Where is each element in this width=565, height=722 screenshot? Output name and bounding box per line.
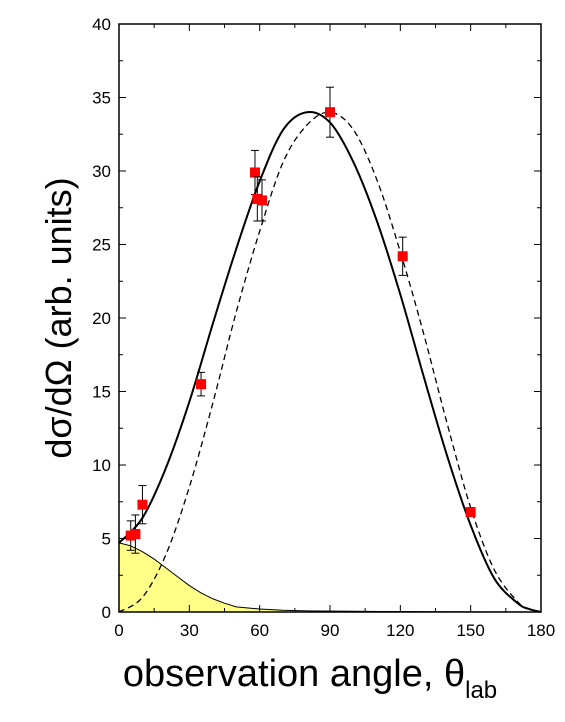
data-point-6 — [257, 179, 268, 222]
x-axis-title-main: observation angle, θ — [123, 653, 465, 695]
y-tick-label: 5 — [102, 530, 111, 549]
x-axis-title-subscript: lab — [465, 677, 497, 704]
x-tick-label: 150 — [456, 621, 484, 640]
y-tick-label: 0 — [102, 603, 111, 622]
data-point-4 — [249, 149, 260, 196]
y-tick-label: 35 — [92, 89, 111, 108]
data-marker — [130, 529, 141, 540]
area-layer — [118, 542, 542, 613]
dashed-curve — [118, 111, 542, 613]
data-point-1 — [130, 514, 141, 554]
data-marker — [196, 379, 207, 390]
yellow-area-fill — [119, 542, 541, 612]
solid-curve — [118, 110, 542, 613]
data-point-8 — [397, 236, 408, 276]
data-point-9 — [465, 507, 476, 518]
x-tick-label: 0 — [114, 621, 123, 640]
ticks-layer: 0 30 60 90 120 150 180 0 5 10 15 20 25 30 35 40 — [92, 15, 555, 640]
y-tick-label: 20 — [92, 309, 111, 328]
data-point-7 — [325, 86, 335, 138]
data-marker — [137, 499, 148, 510]
y-tick-label: 25 — [92, 236, 111, 255]
x-tick-label: 120 — [386, 621, 414, 640]
lines-layer — [118, 110, 542, 613]
data-marker — [465, 507, 476, 518]
y-tick-label: 40 — [92, 15, 111, 34]
y-tick-label: 30 — [92, 162, 111, 181]
x-tick-label: 90 — [321, 621, 340, 640]
data-marker — [325, 107, 335, 118]
y-tick-label: 15 — [92, 383, 111, 402]
x-tick-label: 30 — [180, 621, 199, 640]
x-tick-label: 180 — [527, 621, 555, 640]
x-tick-label: 60 — [250, 621, 269, 640]
data-point-2 — [137, 485, 148, 525]
data-marker — [249, 167, 260, 178]
data-marker — [257, 195, 268, 206]
data-marker — [397, 251, 408, 262]
points-layer — [125, 86, 476, 554]
x-axis-title: observation angle, θlab — [123, 653, 497, 704]
y-tick-label: 10 — [92, 456, 111, 475]
y-axis-title: dσ/dΩ (arb. units) — [38, 177, 79, 458]
data-point-3 — [196, 371, 207, 397]
